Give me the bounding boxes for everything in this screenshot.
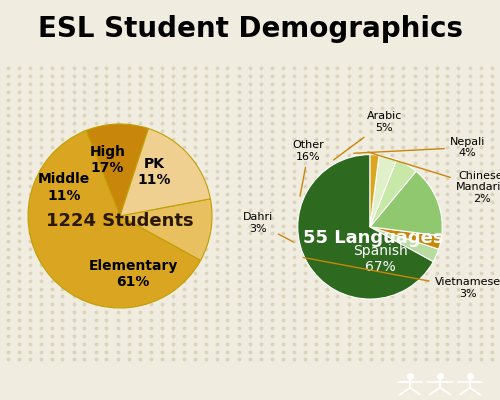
Text: Dahri
3%: Dahri 3% xyxy=(243,212,294,242)
Text: PK
11%: PK 11% xyxy=(137,157,170,188)
Text: 55 Languages: 55 Languages xyxy=(304,229,444,247)
Wedge shape xyxy=(28,130,201,308)
Wedge shape xyxy=(370,227,438,262)
Wedge shape xyxy=(370,155,396,227)
Wedge shape xyxy=(86,124,148,216)
Wedge shape xyxy=(120,199,212,260)
Text: Elementary
61%: Elementary 61% xyxy=(88,259,178,290)
Wedge shape xyxy=(370,160,416,227)
Wedge shape xyxy=(298,155,434,299)
Wedge shape xyxy=(120,128,210,216)
Text: Nepali
4%: Nepali 4% xyxy=(354,136,485,158)
Text: Arabic
5%: Arabic 5% xyxy=(334,111,402,160)
Text: 1224 Students: 1224 Students xyxy=(46,212,194,230)
Text: ESL Student Demographics: ESL Student Demographics xyxy=(38,15,463,43)
Wedge shape xyxy=(370,227,442,249)
Wedge shape xyxy=(370,155,379,227)
Text: Chinese,
Mandarin
2%: Chinese, Mandarin 2% xyxy=(368,152,500,204)
Text: Vietnamese
3%: Vietnamese 3% xyxy=(303,258,500,299)
Wedge shape xyxy=(370,171,442,236)
Text: High
17%: High 17% xyxy=(90,145,126,176)
Text: Other
16%: Other 16% xyxy=(292,140,324,196)
Text: Spanish
67%: Spanish 67% xyxy=(354,244,408,274)
Text: Middle
11%: Middle 11% xyxy=(38,172,90,203)
